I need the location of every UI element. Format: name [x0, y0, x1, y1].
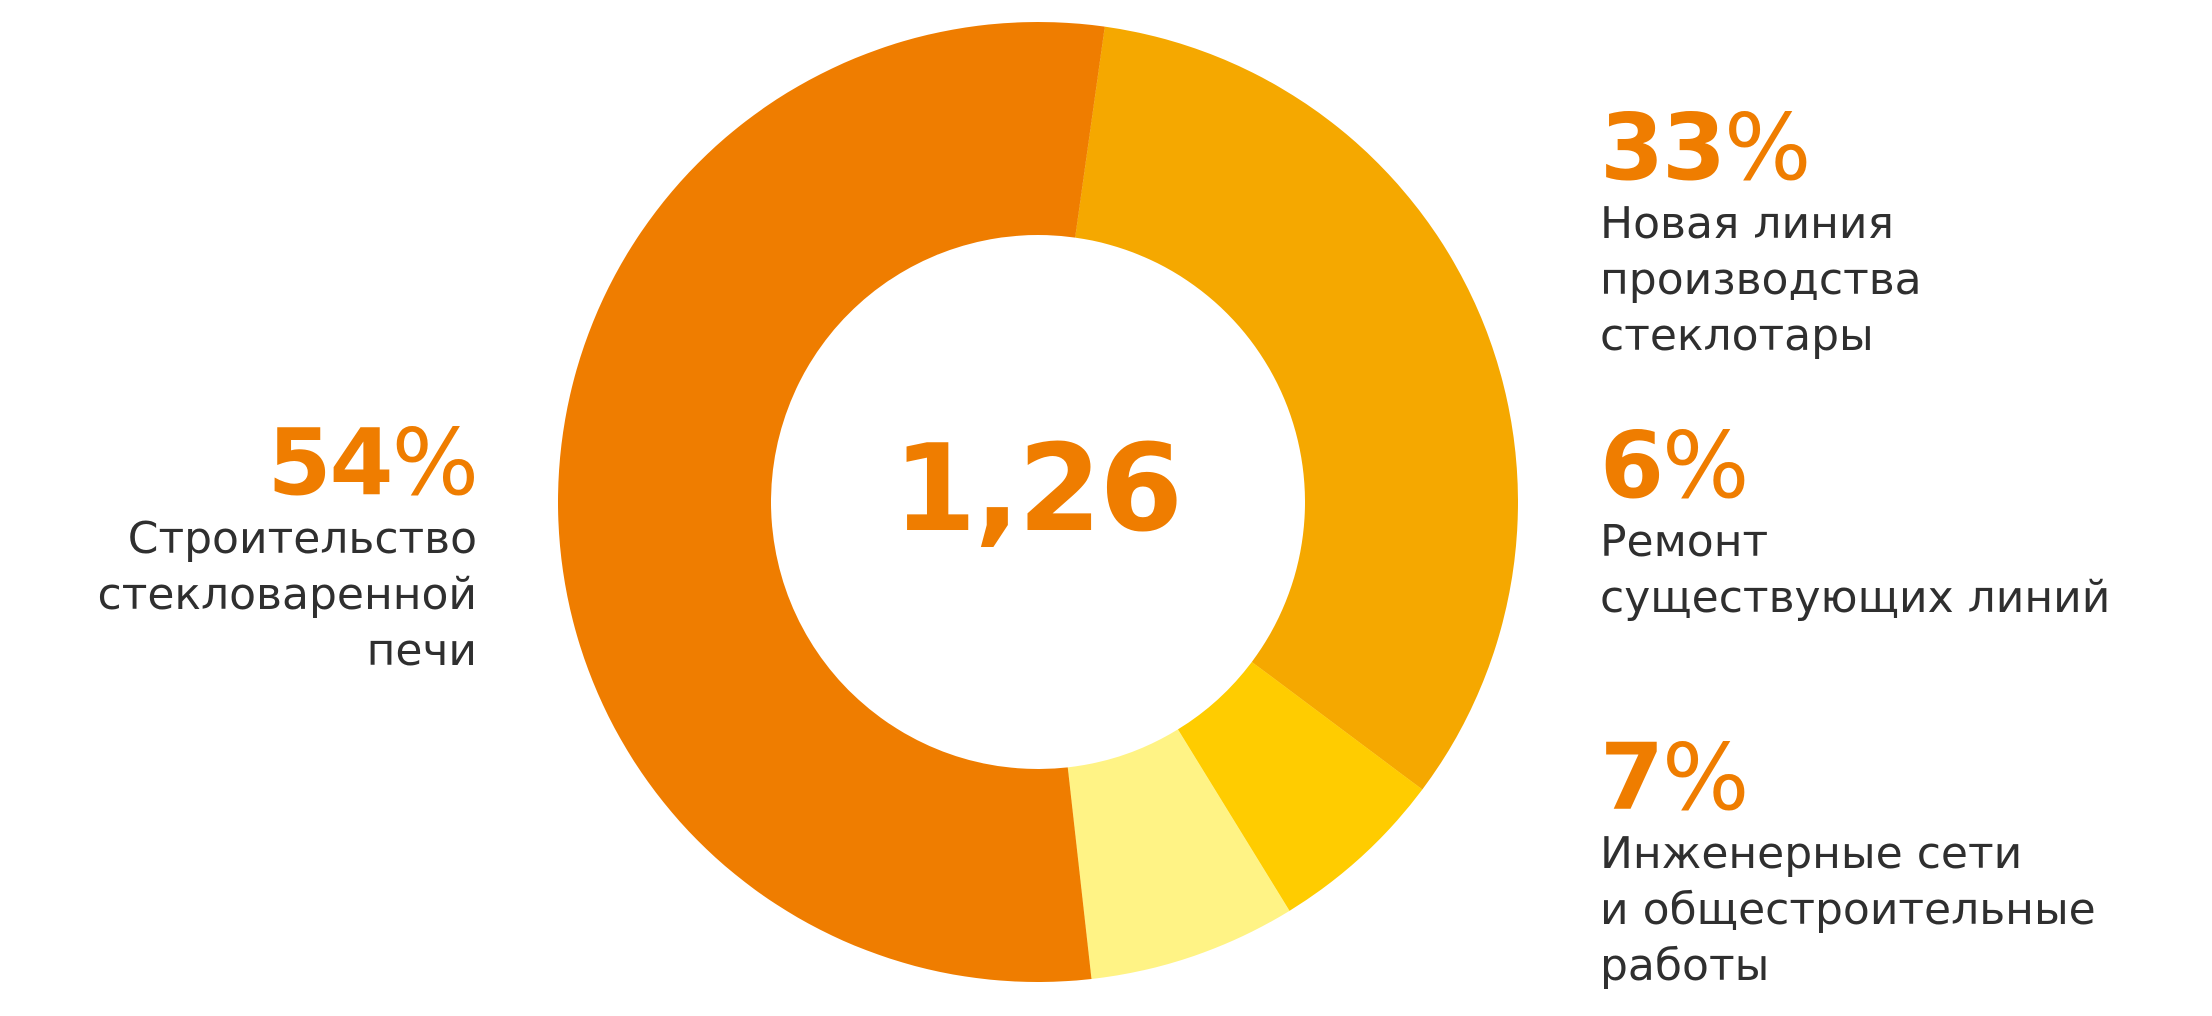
slice-percent-54: 54% — [267, 409, 479, 516]
slice-desc-line: стеклотары — [1600, 310, 1874, 361]
slice-percent-6: 6% — [1600, 412, 1749, 519]
slice-desc-line: печи — [366, 625, 477, 676]
slice-desc-line: Новая линия — [1600, 198, 1894, 249]
slice-desc-line: Ремонт — [1600, 516, 1769, 567]
slice-label-54: 54% Строительство стекловаренной печи — [97, 409, 479, 679]
donut-slice-7 — [1067, 729, 1290, 980]
slice-desc-line: существующих линий — [1600, 572, 2111, 623]
slice-label-33: 33% Новая линия производства стеклотары — [1600, 100, 1922, 364]
slice-desc-line: Инженерные сети — [1600, 828, 2023, 879]
donut-slice-54 — [558, 21, 1105, 982]
slice-desc-line: работы — [1600, 940, 1770, 991]
slice-percent-33: 33% — [1600, 94, 1811, 201]
slice-desc-line: производства — [1600, 254, 1922, 305]
slice-label-6: 6% Ремонт существующих линий — [1600, 418, 2110, 626]
slice-percent-7: 7% — [1600, 724, 1749, 831]
center-total-value: 1,26 — [892, 420, 1183, 559]
donut-slice-33 — [1075, 26, 1518, 790]
slice-desc-line: Строительство — [127, 513, 477, 564]
donut-slice-6 — [1177, 661, 1423, 911]
slice-desc-line: и общестроительные — [1600, 884, 2096, 935]
slice-desc-line: стекловаренной — [97, 569, 477, 620]
slice-label-7: 7% Инженерные сети и общестроительные ра… — [1600, 730, 2096, 994]
